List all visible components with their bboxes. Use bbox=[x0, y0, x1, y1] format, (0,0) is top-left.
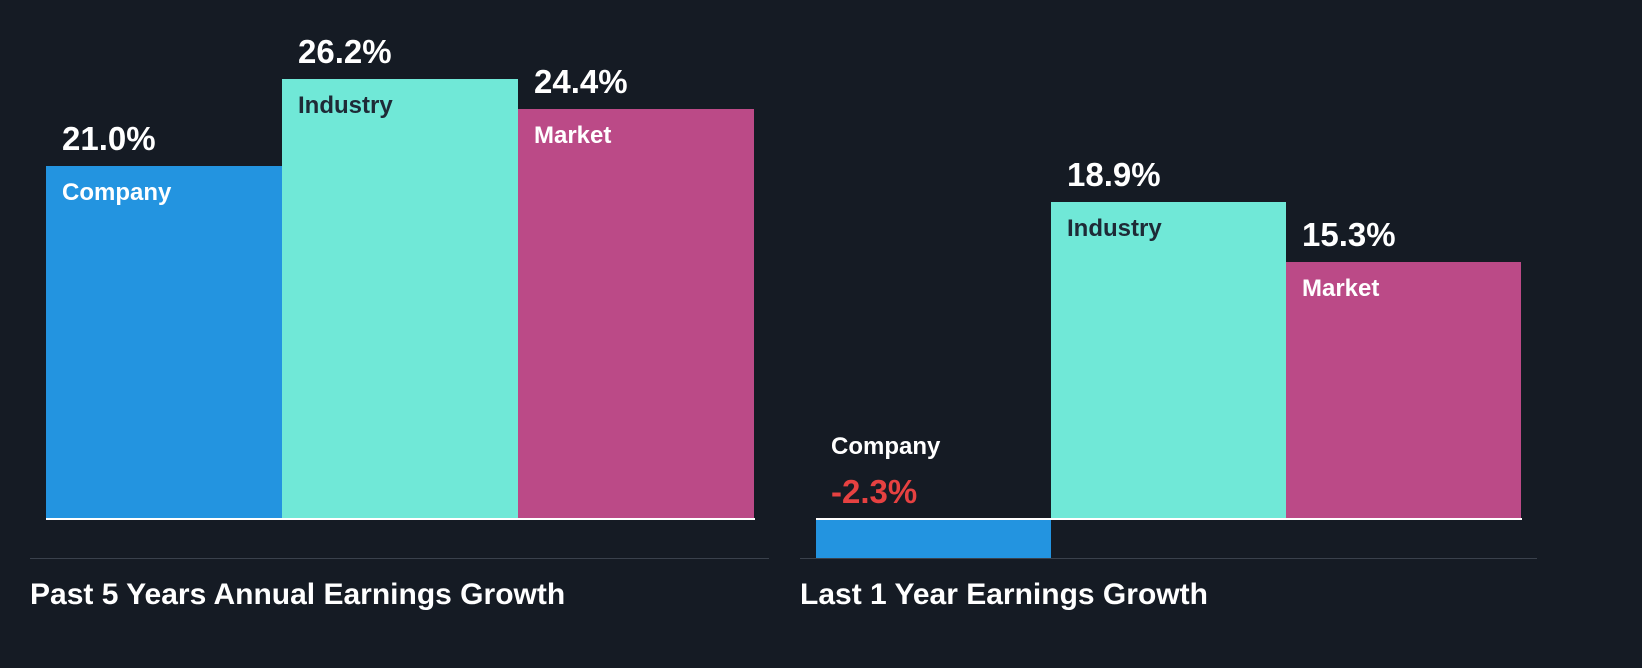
panel-divider bbox=[30, 558, 769, 559]
chart-title: Last 1 Year Earnings Growth bbox=[800, 578, 1208, 611]
category-label-market: Market bbox=[534, 122, 612, 150]
category-label-company: Company bbox=[62, 179, 172, 207]
value-label-industry: 18.9% bbox=[1067, 155, 1161, 193]
bar-market bbox=[518, 109, 754, 519]
panel-divider bbox=[800, 558, 1537, 559]
category-label-market: Market bbox=[1302, 275, 1380, 303]
bar-industry bbox=[282, 79, 518, 519]
chart-title: Past 5 Years Annual Earnings Growth bbox=[30, 578, 566, 611]
value-label-company: -2.3% bbox=[831, 473, 918, 510]
value-label-industry: 26.2% bbox=[298, 33, 392, 71]
zero-baseline bbox=[816, 518, 1522, 520]
value-label-market: 15.3% bbox=[1302, 216, 1396, 254]
category-label-industry: Industry bbox=[1067, 214, 1162, 242]
bar-company bbox=[816, 519, 1051, 558]
bar-market bbox=[1286, 262, 1521, 519]
category-label-industry: Industry bbox=[298, 92, 393, 120]
bar-company bbox=[46, 166, 282, 519]
category-label-company: Company bbox=[831, 433, 941, 460]
value-label-company: 21.0% bbox=[62, 120, 156, 158]
zero-baseline bbox=[46, 518, 755, 520]
bar-industry bbox=[1051, 201, 1286, 519]
value-label-market: 24.4% bbox=[534, 63, 628, 101]
